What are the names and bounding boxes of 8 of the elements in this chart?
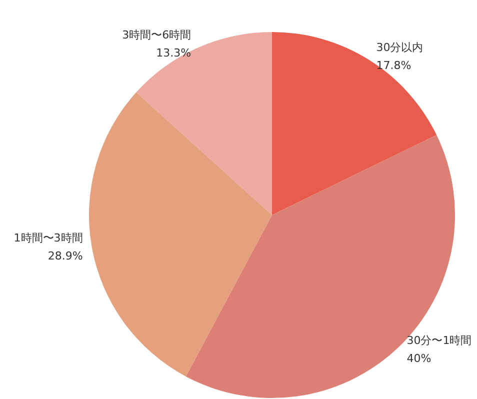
- slice-label: 1時間〜3時間: [14, 232, 83, 245]
- data-label: 13.3%: [156, 46, 192, 60]
- data-label: 40%: [406, 352, 432, 366]
- slice-label: 30分以内: [376, 40, 424, 54]
- slice-label: 3時間〜6時間: [122, 28, 192, 42]
- data-label: 17.8%: [376, 58, 412, 72]
- data-label: 28.9%: [48, 250, 83, 263]
- slice-label: 30分〜1時間: [406, 334, 472, 348]
